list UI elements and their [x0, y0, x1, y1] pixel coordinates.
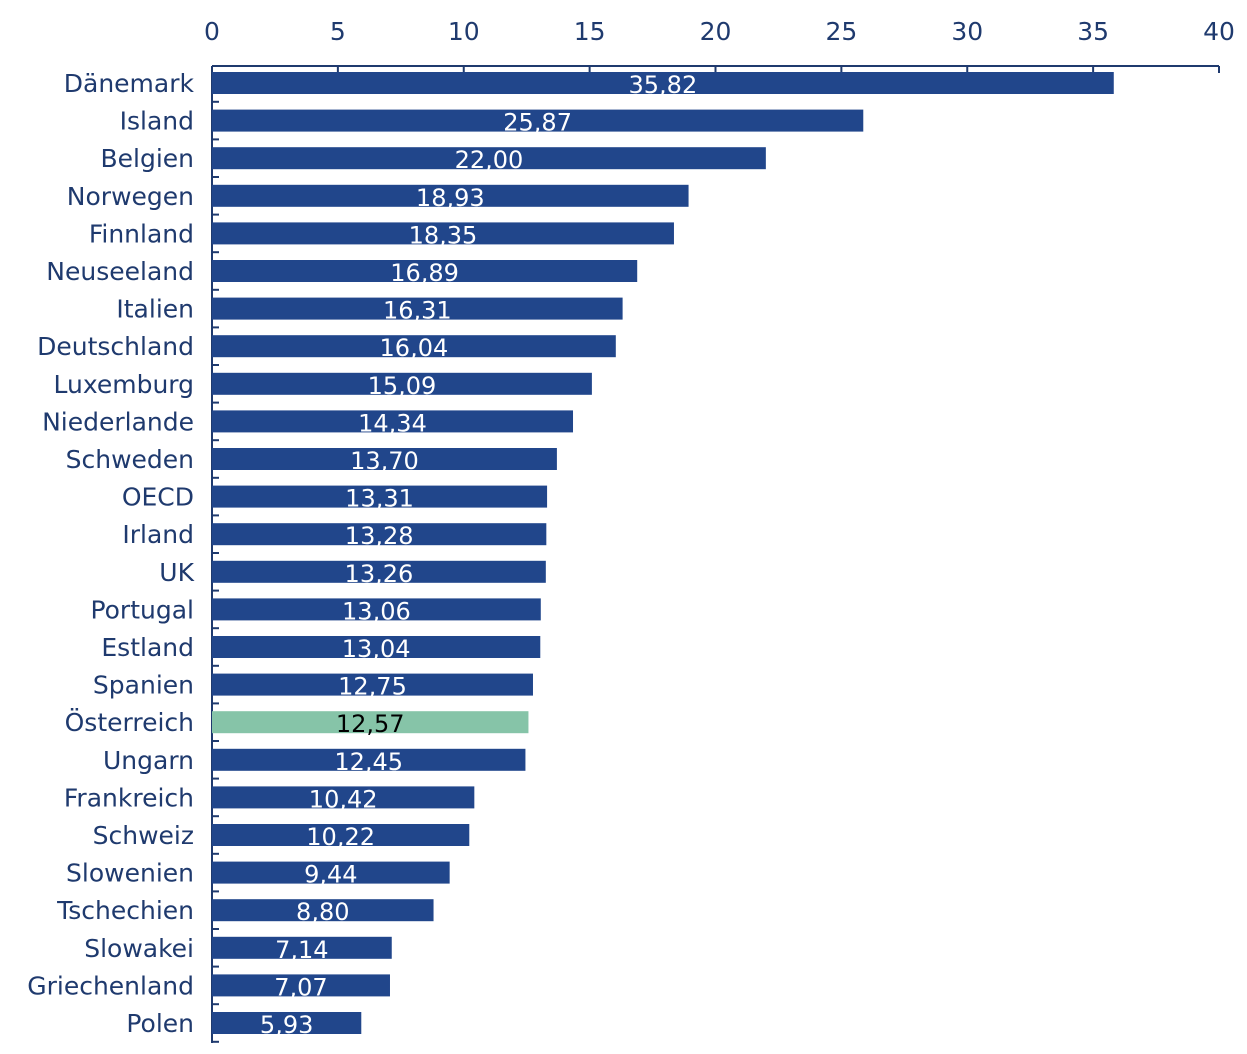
x-tick-label: 0 — [204, 17, 220, 46]
data-label: 13,26 — [345, 560, 414, 588]
category-label: Schweden — [66, 445, 194, 474]
category-label: Neuseeland — [46, 257, 194, 286]
bar — [212, 222, 674, 245]
category-label: Österreich — [65, 708, 194, 737]
category-label: Polen — [126, 1009, 194, 1038]
category-label: Niederlande — [42, 407, 194, 436]
data-label: 16,31 — [383, 297, 452, 325]
category-label: Finnland — [89, 219, 194, 248]
bar — [212, 824, 470, 846]
data-label: 13,28 — [345, 522, 414, 550]
bars — [212, 72, 1114, 1034]
data-label: 5,93 — [260, 1011, 313, 1039]
data-label: 13,70 — [350, 447, 419, 475]
bar — [212, 184, 689, 207]
x-tick-label: 5 — [330, 17, 346, 46]
data-label: 18,93 — [416, 184, 485, 212]
category-label: OECD — [122, 483, 194, 512]
bar — [212, 72, 1114, 94]
axes — [211, 65, 1219, 1043]
data-label: 8,80 — [296, 898, 349, 926]
bar — [212, 335, 616, 358]
bar — [212, 297, 623, 320]
bar — [212, 147, 766, 170]
data-label: 14,34 — [358, 409, 427, 437]
category-label: Slowenien — [66, 859, 194, 888]
category-label: Belgien — [100, 144, 194, 173]
category-label: Estland — [101, 633, 194, 662]
category-label: Dänemark — [64, 69, 195, 98]
bar — [212, 899, 434, 922]
bar — [212, 974, 390, 997]
bar — [212, 711, 529, 734]
bar — [212, 748, 526, 771]
data-label: 10,22 — [306, 823, 375, 851]
x-tick-label: 35 — [1077, 17, 1109, 46]
category-label: Slowakei — [84, 934, 194, 963]
category-label: Irland — [122, 520, 194, 549]
category-label: Norwegen — [67, 182, 194, 211]
data-label: 7,07 — [274, 973, 327, 1001]
data-label: 12,45 — [334, 748, 403, 776]
data-label: 16,89 — [390, 259, 459, 287]
data-label: 13,31 — [345, 485, 414, 513]
x-tick-label: 25 — [825, 17, 857, 46]
x-tick-label: 40 — [1203, 17, 1235, 46]
bar — [212, 861, 450, 884]
data-label: 25,87 — [503, 109, 572, 137]
category-label: Schweiz — [93, 821, 194, 850]
x-axis-ticks: 0 5 10 15 20 25 30 35 40 — [204, 17, 1235, 73]
data-label: 13,04 — [342, 635, 411, 663]
bar — [212, 448, 557, 470]
data-label: 35,82 — [629, 71, 698, 99]
data-label: 12,75 — [338, 673, 407, 701]
x-tick-label: 20 — [700, 17, 732, 46]
bar — [212, 786, 475, 809]
bar — [212, 636, 541, 658]
category-label: Frankreich — [64, 783, 194, 812]
x-tick-label: 10 — [448, 17, 480, 46]
data-label: 22,00 — [455, 146, 524, 174]
category-label: Tschechien — [56, 896, 194, 925]
data-label: 9,44 — [304, 861, 357, 889]
data-label: 12,57 — [336, 710, 405, 738]
bar — [212, 598, 541, 621]
value-labels: 35,82 25,87 22,00 18,93 18,35 16,89 16,31 16,04… — [260, 71, 697, 1039]
bar — [212, 936, 392, 959]
data-label: 15,09 — [368, 372, 437, 400]
category-label: Griechenland — [27, 971, 194, 1000]
bar — [212, 260, 638, 282]
bar — [212, 485, 548, 508]
data-label: 10,42 — [309, 785, 378, 813]
category-label: Luxemburg — [53, 370, 194, 399]
bar — [212, 673, 533, 696]
bar — [212, 1012, 362, 1034]
category-label: Italien — [116, 295, 194, 324]
category-label: UK — [159, 558, 194, 587]
category-label: Island — [120, 107, 194, 136]
data-label: 7,14 — [275, 936, 328, 964]
bar — [212, 372, 592, 395]
data-label: 16,04 — [380, 334, 449, 362]
category-labels: Dänemark Island Belgien Norwegen Finnland Neu… — [27, 69, 194, 1038]
category-label: Ungarn — [103, 746, 194, 775]
bar — [212, 523, 547, 546]
category-label: Deutschland — [37, 332, 194, 361]
bar — [212, 560, 546, 583]
data-label: 13,06 — [342, 597, 411, 625]
x-tick-label: 30 — [951, 17, 983, 46]
data-label: 18,35 — [409, 221, 478, 249]
x-tick-label: 15 — [574, 17, 606, 46]
bar — [212, 109, 864, 132]
category-label: Spanien — [93, 671, 194, 700]
bar — [212, 410, 574, 433]
category-label: Portugal — [90, 595, 194, 624]
